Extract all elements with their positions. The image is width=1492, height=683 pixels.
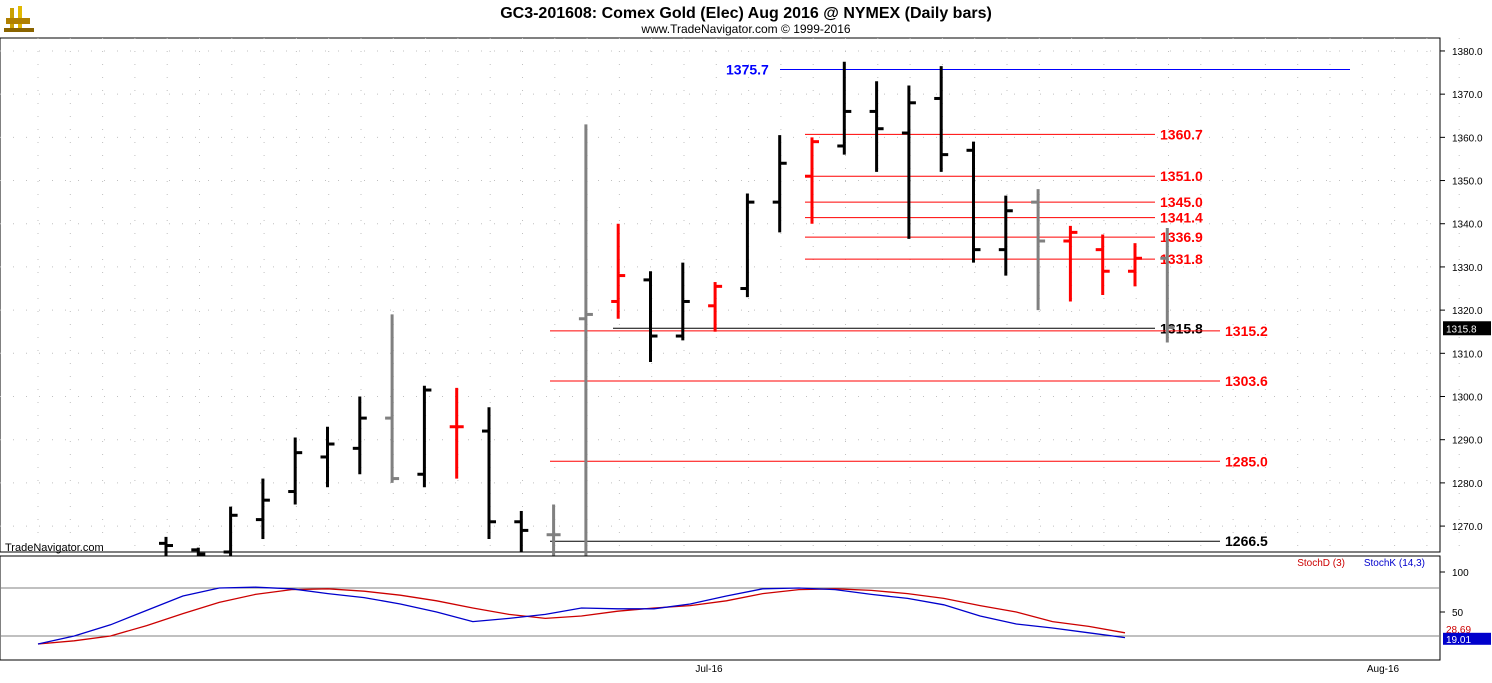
price-axis-label: 1320.0: [1452, 306, 1483, 317]
price-axis-label: 1330.0: [1452, 263, 1483, 274]
price-axis-label: 1290.0: [1452, 436, 1483, 447]
stoch-d-box: [1443, 623, 1491, 636]
ohlc-bar: [159, 536, 173, 557]
price-axis-label: 1300.0: [1452, 393, 1483, 404]
level-label-1315.8: 1315.8: [1160, 320, 1203, 336]
price-panel: [0, 37, 1441, 553]
price-axis-label: 1280.0: [1452, 479, 1483, 490]
ohlc-bar: [223, 506, 238, 557]
ohlc-bar: [482, 407, 496, 540]
price-axis-label: 1370.0: [1452, 90, 1483, 101]
trade-navigator-logo-icon: [4, 6, 34, 32]
level-label-1285.0: 1285.0: [1225, 453, 1268, 469]
level-label-1341.4: 1341.4: [1160, 210, 1203, 226]
ohlc-bar: [1031, 189, 1046, 311]
ohlc-bar: [1095, 234, 1110, 295]
level-label-1331.8: 1331.8: [1160, 251, 1203, 267]
legend-stoch-k: StochK (14,3): [1364, 558, 1425, 569]
stoch-k-box: [1443, 632, 1491, 645]
ohlc-bar: [385, 314, 400, 483]
copyright-text: www.TradeNavigator.com © 1999-2016: [640, 22, 850, 36]
level-label-1375.7: 1375.7: [726, 62, 769, 78]
ohlc-bar: [417, 385, 432, 488]
watermark-text: TradeNavigator.com: [5, 542, 104, 554]
ohlc-bar: [708, 282, 723, 332]
stoch-d-line: [37, 588, 1126, 645]
price-axis-label: 1380.0: [1452, 47, 1483, 58]
price-axis-label: 1270.0: [1452, 522, 1483, 533]
price-axis-label: 1350.0: [1452, 177, 1483, 188]
ohlc-bar: [255, 478, 270, 540]
ohlc-bar: [901, 85, 916, 239]
price-axis-label: 1310.0: [1452, 349, 1483, 360]
level-label-1336.9: 1336.9: [1160, 229, 1203, 245]
ohlc-bar: [740, 193, 755, 298]
stoch-axis-label: 50: [1452, 608, 1464, 619]
level-label-1315.2: 1315.2: [1225, 323, 1268, 339]
ohlc-bar: [320, 426, 335, 488]
x-tick-aug: Aug-16: [1367, 664, 1400, 675]
ohlc-bar: [578, 124, 593, 557]
stoch-k-line: [37, 586, 1126, 645]
ohlc-bar: [772, 135, 787, 233]
ohlc-bar: [934, 66, 949, 172]
ohlc-bar: [288, 437, 303, 505]
ohlc-bar: [837, 61, 852, 155]
ohlc-bar: [998, 195, 1013, 276]
level-label-1345.0: 1345.0: [1160, 194, 1203, 210]
chart-title: GC3-201608: Comex Gold (Elec) Aug 2016 @…: [500, 5, 992, 22]
ohlc-bar: [966, 141, 981, 263]
ohlc-bar: [191, 547, 206, 557]
ohlc-bar: [514, 510, 529, 552]
ohlc-bar: [1128, 243, 1142, 287]
ohlc-bar: [1160, 228, 1175, 343]
level-label-1266.5: 1266.5: [1225, 533, 1268, 549]
price-axis-label: 1360.0: [1452, 133, 1483, 144]
stoch-lines: [37, 586, 1126, 645]
ohlc-bar: [869, 81, 884, 172]
stoch-panel: [0, 555, 1441, 661]
price-axis-label: 1340.0: [1452, 220, 1483, 231]
ohlc-bar: [675, 262, 690, 341]
ohlc-bar: [611, 223, 626, 319]
last-price-label: 1315.8: [1446, 324, 1477, 335]
last-price-box: [1443, 321, 1491, 336]
stoch-d-last: 28.69: [1446, 625, 1471, 636]
ohlc-bar: [449, 387, 464, 479]
ohlc-bar: [546, 504, 561, 557]
price-bars: [159, 61, 1175, 557]
level-label-1303.6: 1303.6: [1225, 373, 1268, 389]
stoch-k-last: 19.01: [1446, 635, 1471, 646]
x-axis: Jul-16 Aug-16: [695, 664, 1399, 675]
x-tick-jul: Jul-16: [695, 664, 723, 675]
price-axis: 1380.0 1370.0 1360.0 1350.0 1340.0 1330.0 1320…: [1440, 47, 1491, 533]
legend-stoch-d: StochD (3): [1297, 558, 1345, 569]
ohlc-bar: [1063, 225, 1078, 302]
ohlc-bar: [643, 271, 658, 362]
stoch-axis-label: 100: [1452, 568, 1469, 579]
level-label-1351.0: 1351.0: [1160, 168, 1203, 184]
level-label-1360.7: 1360.7: [1160, 126, 1203, 142]
ohlc-bar: [805, 137, 819, 224]
ohlc-bar: [352, 396, 367, 475]
